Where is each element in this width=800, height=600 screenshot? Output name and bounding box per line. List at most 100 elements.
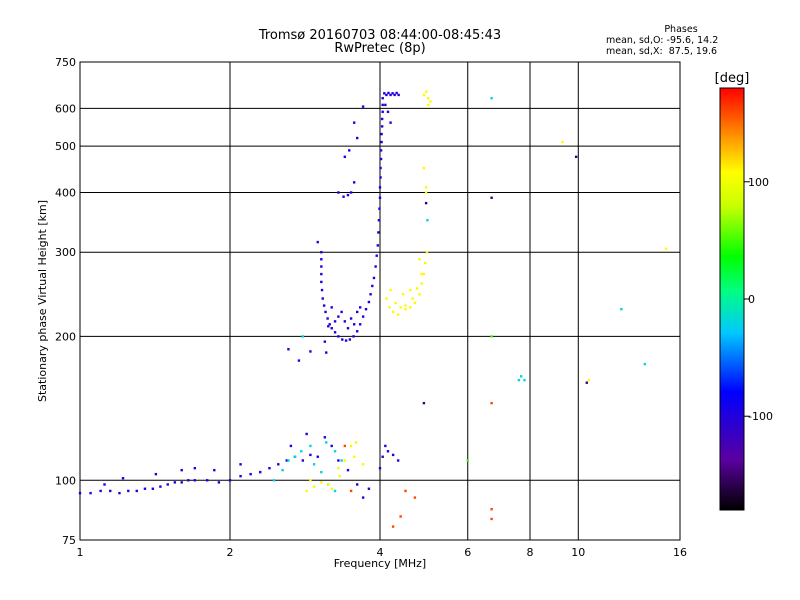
data-point — [316, 455, 319, 458]
data-point — [396, 313, 400, 316]
data-point — [287, 459, 290, 462]
data-point — [424, 261, 427, 265]
data-point — [346, 193, 350, 197]
phases-info: Phases mean, sd,O: -95.6, 14.2 mean, sd,… — [606, 24, 756, 57]
data-point — [217, 481, 221, 484]
x-tick-label: 6 — [464, 546, 471, 559]
data-point — [379, 157, 383, 161]
data-point — [422, 93, 426, 97]
data-point — [620, 307, 623, 311]
data-point — [377, 219, 381, 222]
data-point — [272, 479, 276, 482]
data-point — [346, 327, 350, 330]
colorbar-tick-label: 100 — [748, 176, 769, 189]
data-point — [109, 489, 112, 493]
data-point — [326, 317, 329, 320]
data-point — [383, 92, 386, 95]
data-point — [312, 485, 316, 488]
colorbar-tick-label: 0 — [748, 293, 755, 306]
data-point — [404, 489, 407, 493]
data-point — [330, 327, 333, 330]
data-point — [385, 297, 388, 300]
data-point — [285, 459, 288, 462]
data-point — [379, 149, 383, 152]
data-point — [369, 293, 372, 296]
data-point — [519, 375, 523, 378]
data-point — [367, 300, 371, 304]
data-point — [324, 310, 327, 314]
data-point — [367, 487, 371, 490]
data-point — [277, 463, 280, 466]
data-point — [386, 450, 390, 453]
data-point — [333, 320, 337, 323]
data-point — [348, 149, 351, 152]
data-point — [380, 140, 383, 144]
data-point — [380, 132, 383, 136]
data-point — [490, 401, 493, 405]
data-point — [387, 91, 390, 95]
data-point — [355, 310, 359, 314]
data-point — [322, 304, 326, 307]
data-point — [352, 323, 356, 326]
data-point — [354, 441, 358, 444]
data-point — [404, 304, 407, 307]
data-point — [404, 307, 407, 311]
y-axis-label: Stationary phase Virtual Height [km] — [36, 200, 49, 402]
data-point — [99, 489, 102, 493]
data-point — [385, 93, 388, 97]
colorbar-label: [deg] — [715, 71, 750, 86]
data-point — [309, 350, 312, 353]
data-point — [342, 195, 345, 198]
data-point — [395, 91, 398, 95]
data-point — [422, 401, 426, 405]
data-point — [239, 463, 242, 466]
y-tick-label: 750 — [55, 56, 76, 69]
data-point — [293, 455, 297, 458]
data-point — [143, 487, 147, 490]
data-point — [411, 297, 414, 300]
data-point — [173, 481, 177, 484]
data-point — [427, 96, 430, 100]
data-point — [312, 463, 316, 466]
data-point — [320, 280, 323, 284]
data-point — [391, 525, 395, 528]
y-tick-label: 200 — [55, 330, 76, 343]
data-point — [377, 231, 380, 234]
y-tick-label: 75 — [62, 534, 76, 547]
data-point — [420, 272, 423, 276]
data-point — [89, 491, 92, 495]
data-point — [341, 338, 344, 341]
data-point — [371, 284, 374, 288]
data-point — [664, 247, 668, 250]
data-point — [330, 487, 333, 490]
data-point — [424, 90, 428, 93]
data-point — [309, 444, 312, 448]
data-point — [381, 110, 384, 114]
data-point — [213, 468, 216, 472]
data-point — [309, 453, 312, 457]
data-point — [320, 481, 323, 484]
data-point — [399, 306, 402, 309]
data-point — [361, 105, 365, 108]
data-point — [352, 121, 356, 124]
data-point — [330, 306, 333, 309]
data-point — [352, 455, 356, 458]
data-point — [78, 491, 82, 495]
data-point — [340, 310, 343, 314]
data-point — [327, 325, 330, 328]
data-point — [381, 455, 384, 458]
data-point — [316, 240, 319, 244]
data-point — [466, 459, 469, 462]
data-point — [343, 320, 347, 323]
data-point — [320, 288, 324, 292]
data-point — [121, 477, 125, 480]
data-point — [396, 459, 400, 462]
data-point — [320, 258, 323, 261]
data-point — [166, 483, 169, 486]
data-point — [427, 103, 430, 107]
data-point — [355, 330, 359, 333]
phases-heading: Phases — [664, 24, 698, 35]
data-point — [327, 483, 330, 486]
data-point — [349, 489, 353, 493]
data-point — [380, 125, 384, 128]
